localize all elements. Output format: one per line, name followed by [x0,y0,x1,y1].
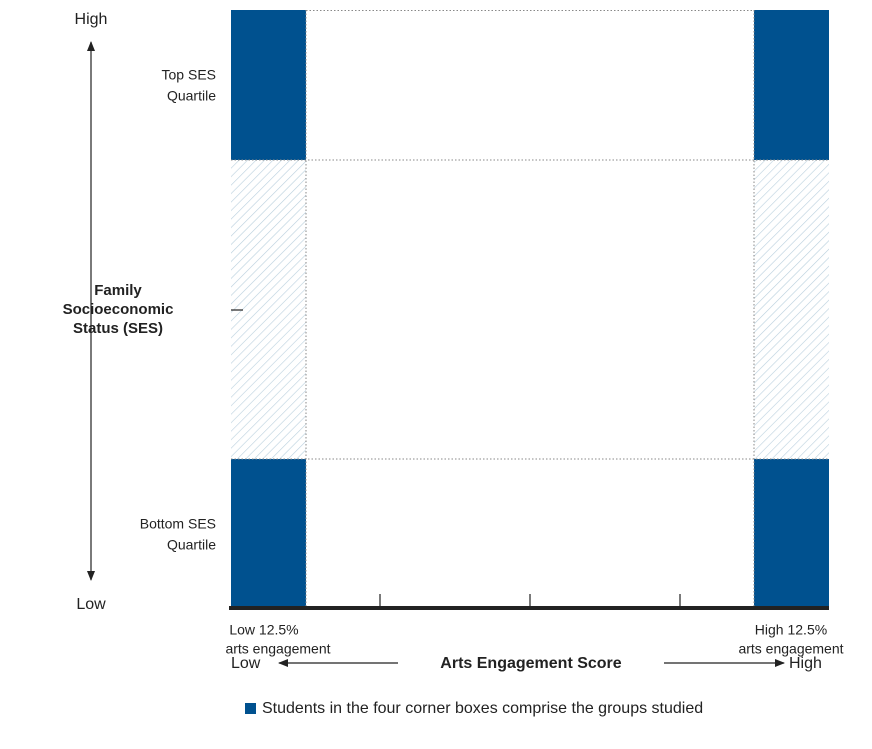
x-title: Arts Engagement Score [440,655,621,672]
y-title: Family [94,282,142,299]
x-high: High [789,655,822,672]
column-label: arts engagement [225,641,330,657]
y-title: Socioeconomic [63,301,174,318]
hatched-box [231,160,306,459]
ticks [231,309,681,608]
column-label: Low 12.5% [229,622,298,638]
y-high: High [75,11,108,28]
corner-box [231,459,306,608]
row-label: Quartile [167,88,216,104]
column-label: arts engagement [738,641,843,657]
row-label: Top SES [162,67,216,83]
dotted-lines [231,10,829,608]
x-low: Low [231,655,261,672]
corner-box [754,10,829,160]
row-label: Bottom SES [140,516,216,532]
column-label: High 12.5% [755,622,827,638]
hatched-box [754,160,829,459]
corner-box [754,459,829,608]
legend-text: Students in the four corner boxes compri… [262,700,703,717]
y-title: Status (SES) [73,320,163,337]
row-label: Quartile [167,537,216,553]
legend-swatch [245,703,256,714]
plot [229,10,829,610]
corner-box [231,10,306,160]
y-low: Low [76,596,106,613]
